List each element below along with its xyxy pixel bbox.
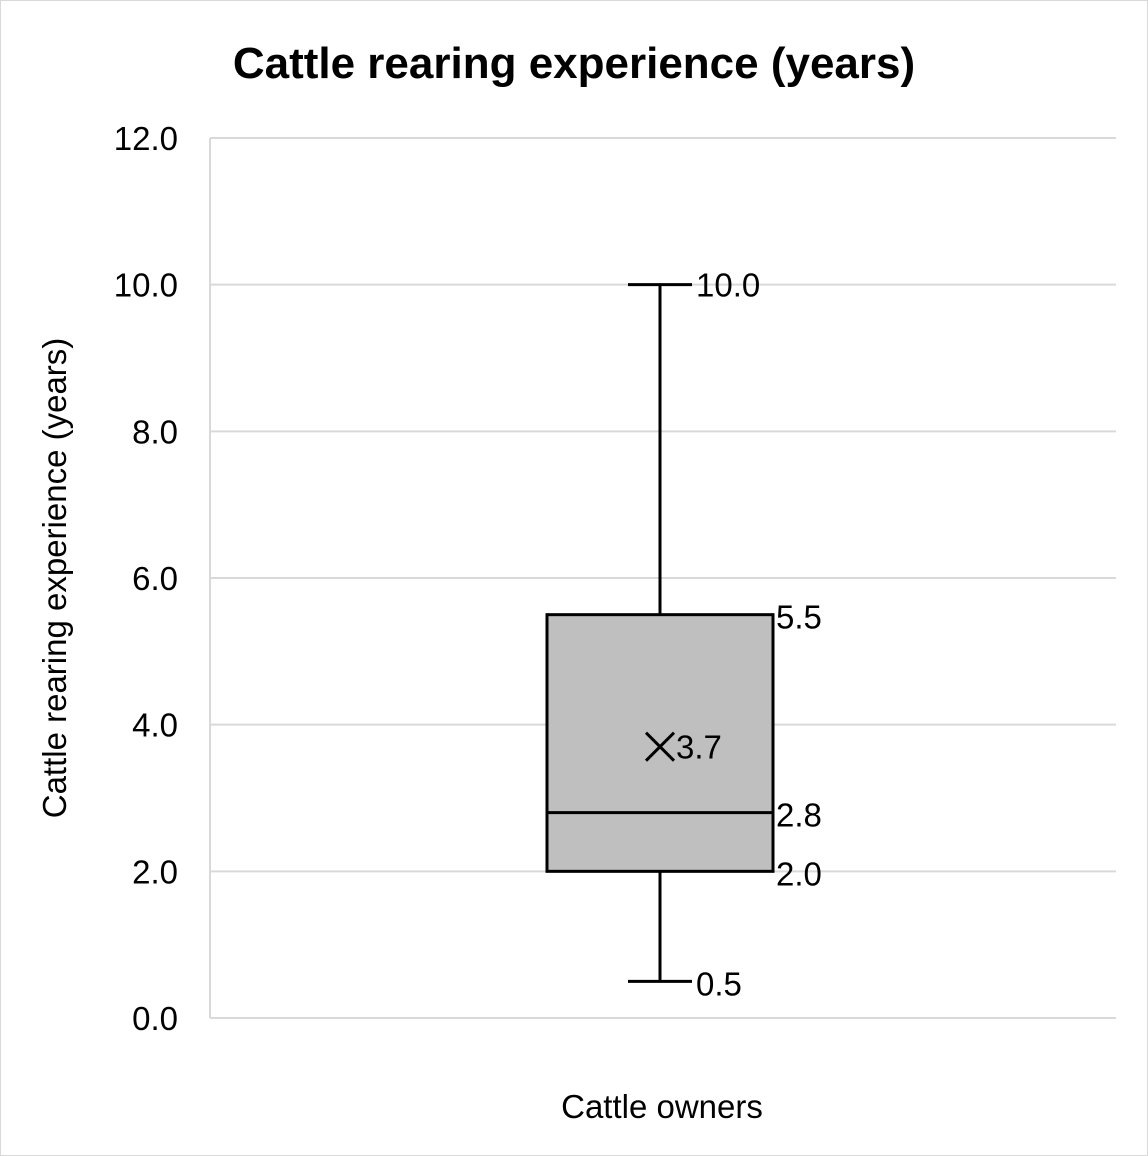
y-tick-label: 4.0	[132, 707, 178, 744]
y-tick-labels: 0.0 2.0 4.0 6.0 8.0 10.0 12.0	[114, 120, 178, 1037]
chart-title: Cattle rearing experience (years)	[233, 39, 915, 88]
y-tick-label: 6.0	[132, 560, 178, 597]
mean-label: 3.7	[676, 729, 722, 766]
y-tick-label: 0.0	[132, 1000, 178, 1037]
median-label: 2.8	[776, 797, 822, 834]
max-label: 10.0	[696, 267, 760, 304]
q3-label: 5.5	[776, 599, 822, 636]
iqr-box	[545, 613, 775, 873]
y-tick-label: 12.0	[114, 120, 178, 157]
y-tick-label: 2.0	[132, 853, 178, 890]
y-tick-label: 10.0	[114, 267, 178, 304]
y-tick-label: 8.0	[132, 413, 178, 450]
y-axis-label: Cattle rearing experience (years)	[36, 338, 73, 819]
gridlines	[209, 137, 1116, 1019]
mean-marker	[644, 731, 676, 762]
box-series: 10.0 0.5 5.5 2.8 2.0 3.7	[545, 267, 822, 1002]
q1-label: 2.0	[776, 855, 822, 892]
min-label: 0.5	[696, 965, 742, 1002]
x-axis-label: Cattle owners	[561, 1088, 763, 1125]
